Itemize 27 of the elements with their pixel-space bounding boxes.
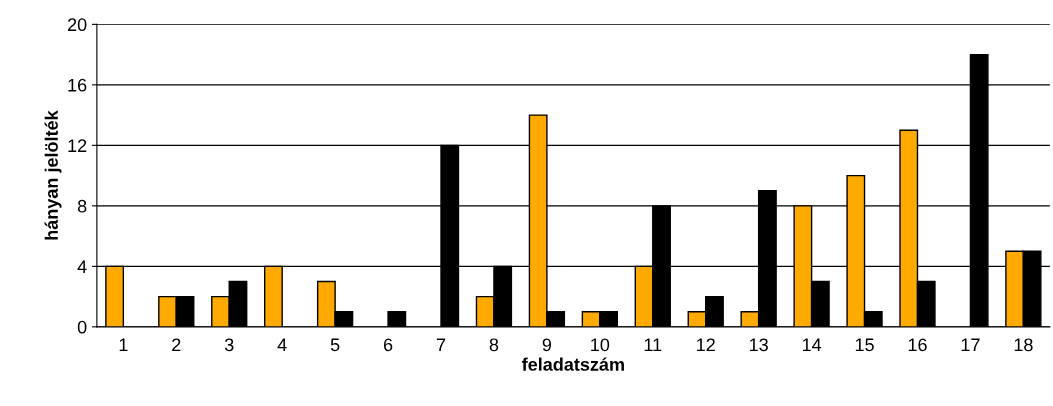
x-axis-title: feladatszám — [521, 357, 624, 371]
y-tick-label: 4 — [77, 260, 87, 273]
x-tick-label: 6 — [383, 338, 393, 352]
y-tick-label: 8 — [77, 199, 87, 213]
x-tick-label: 18 — [1014, 338, 1033, 352]
x-tick-label: 7 — [436, 338, 446, 352]
y-tick-label: 0 — [77, 320, 87, 334]
x-tick-label: 11 — [644, 338, 662, 352]
x-tick-label: 13 — [749, 338, 768, 352]
y-tick-label: 20 — [67, 18, 87, 32]
x-tick-label: 10 — [591, 338, 610, 352]
x-tick-label: 12 — [697, 338, 715, 352]
bar — [387, 311, 407, 327]
y-tick-label: 12 — [68, 139, 87, 152]
y-tick-label: 16 — [68, 78, 87, 92]
x-tick-label: 2 — [172, 338, 181, 352]
x-tick-label: 1 — [119, 338, 128, 352]
x-tick-label: 4 — [277, 338, 287, 352]
x-tick-label: 5 — [330, 338, 340, 352]
x-tick-label: 9 — [542, 338, 552, 352]
x-tick-label: 17 — [961, 338, 980, 352]
x-tick-label: 8 — [489, 338, 499, 352]
x-tick-label: 15 — [855, 338, 874, 352]
x-tick-label: 14 — [802, 338, 822, 352]
x-tick-label: 3 — [224, 338, 234, 352]
x-tick-label: 16 — [908, 338, 927, 352]
y-axis-title: hányan jelölték — [44, 110, 62, 240]
